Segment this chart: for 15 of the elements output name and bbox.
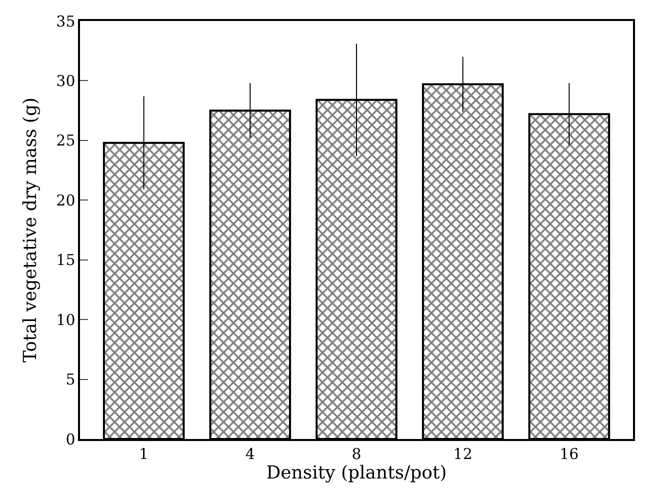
- x-tick-label: 4: [245, 444, 255, 463]
- y-tick-label: 30: [56, 72, 76, 90]
- y-tick-label: 15: [56, 251, 76, 270]
- y-tick-label: 0: [66, 430, 76, 448]
- x-tick-label: 8: [352, 444, 362, 463]
- y-tick-label: 25: [56, 132, 76, 150]
- y-tick-label: 5: [66, 370, 76, 389]
- x-tick-label: 1: [139, 444, 149, 463]
- x-tick-label: 16: [560, 444, 579, 463]
- y-tick-label: 20: [56, 191, 76, 210]
- x-tick-label: 12: [453, 444, 472, 463]
- y-tick-label: 35: [56, 12, 76, 30]
- y-tick-label: 10: [56, 310, 76, 329]
- y-axis-title: Total vegetative dry mass (g): [20, 98, 41, 362]
- x-axis-title: Density (plants/pot): [266, 462, 447, 484]
